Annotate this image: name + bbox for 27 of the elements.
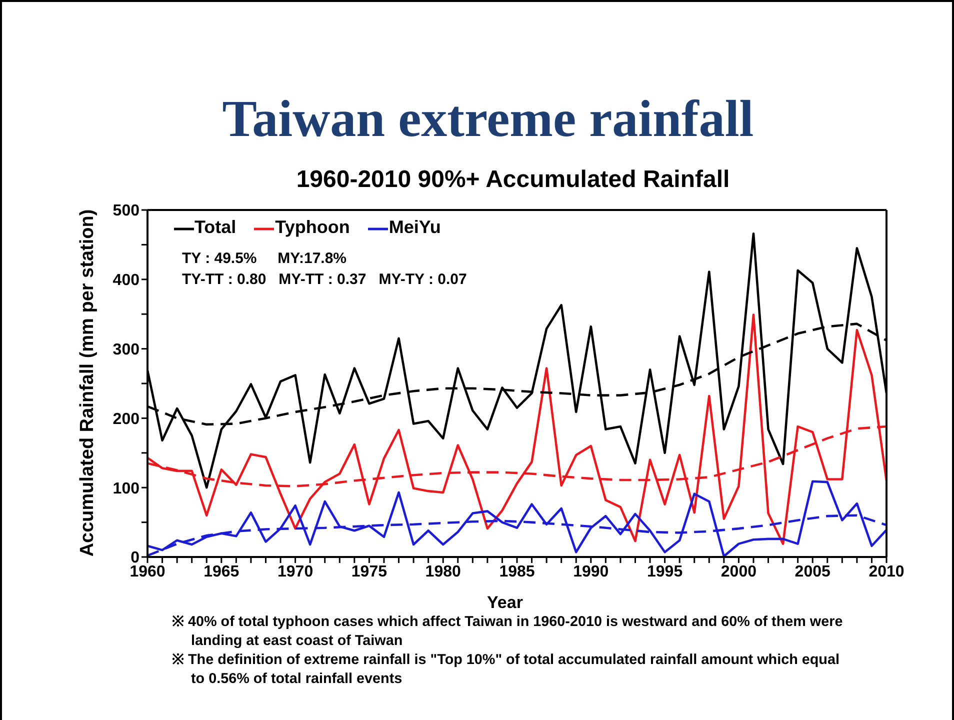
x-tick-label: 1990 <box>573 563 609 580</box>
chart-subtitle: 1960-2010 90%+ Accumulated Rainfall <box>295 166 731 194</box>
chart-title: Taiwan extreme rainfall <box>221 90 755 150</box>
line-series <box>148 314 886 545</box>
x-tick-label: 1975 <box>351 563 388 580</box>
x-tick-label: 2010 <box>868 563 904 580</box>
y-axis-title: Accumulated Rainfall (mm per station) <box>77 208 99 559</box>
annotation: TY : 49.5% MY:17.8% <box>182 250 347 268</box>
annotation: TY-TT : 0.80 MY-TT : 0.37 MY-TY : 0.07 <box>182 271 467 289</box>
y-tick-label: 300 <box>112 341 140 358</box>
y-tick-label: 400 <box>112 272 140 290</box>
x-tick-label: 1965 <box>204 563 240 580</box>
y-tick-label: 100 <box>112 480 140 498</box>
x-tick-label: 2000 <box>720 563 757 580</box>
x-tick-label: 1980 <box>425 563 461 580</box>
y-tick-label: 500 <box>112 202 140 220</box>
legend-label: MeiYu <box>388 217 441 237</box>
y-tick-label: 200 <box>112 410 140 428</box>
text: ※ The definition of extreme rainfall is "Top 10%" of total accumulated rainfall amount which equal to 0.56% of total rainfall events <box>172 651 840 689</box>
x-tick-label: 2005 <box>794 563 830 580</box>
legend-label: Typhoon <box>275 217 350 237</box>
x-axis-title: Year <box>486 592 524 614</box>
x-tick-label: 1985 <box>499 563 535 580</box>
x-tick-label: 1995 <box>647 563 683 580</box>
legend-label: Total <box>194 217 236 237</box>
text: ※ 40% of total typhoon cases which affect Taiwan in 1960-2010 is westward and 60% of them were landing at east coast of Taiwan <box>172 613 844 651</box>
x-tick-label: 1970 <box>278 563 314 580</box>
